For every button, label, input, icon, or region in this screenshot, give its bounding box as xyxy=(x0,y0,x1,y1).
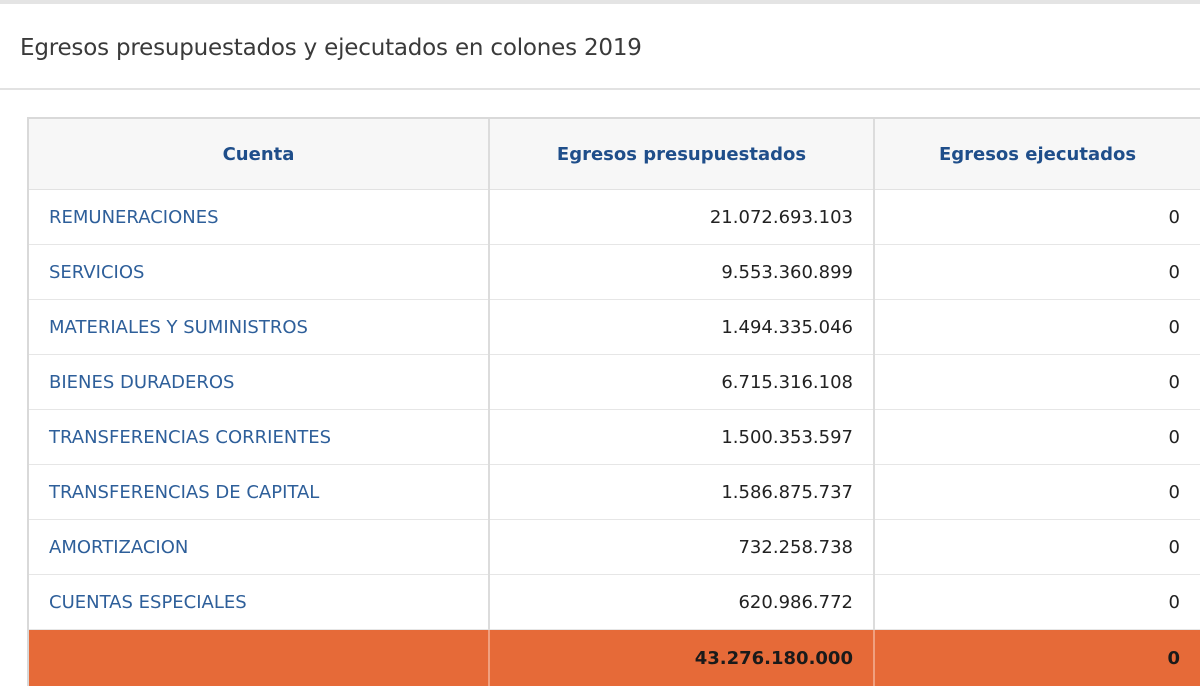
egresos-presupuestados-cell: 732.258.738 xyxy=(489,519,875,575)
table-row: BIENES DURADEROS 6.715.316.108 0 xyxy=(29,354,1200,410)
table-row: TRANSFERENCIAS DE CAPITAL 1.586.875.737 … xyxy=(29,464,1200,520)
total-presupuestados-cell: 43.276.180.000 xyxy=(489,629,875,686)
cuenta-link[interactable]: REMUNERACIONES xyxy=(29,189,490,245)
table-row: SERVICIOS 9.553.360.899 0 xyxy=(29,244,1200,300)
cuenta-link[interactable]: BIENES DURADEROS xyxy=(29,354,490,410)
egresos-ejecutados-cell: 0 xyxy=(874,464,1200,520)
cuenta-link[interactable]: SERVICIOS xyxy=(29,244,490,300)
egresos-presupuestados-cell: 1.500.353.597 xyxy=(489,409,875,465)
cuenta-link[interactable]: MATERIALES Y SUMINISTROS xyxy=(29,299,490,355)
table-header-row: Cuenta Egresos presupuestados Egresos ej… xyxy=(29,119,1200,190)
egresos-presupuestados-cell: 1.494.335.046 xyxy=(489,299,875,355)
panel-title: Egresos presupuestados y ejecutados en c… xyxy=(20,35,642,61)
column-header-egresos-presupuestados[interactable]: Egresos presupuestados xyxy=(489,119,875,190)
egresos-ejecutados-cell: 0 xyxy=(874,409,1200,465)
cuenta-link[interactable]: AMORTIZACION xyxy=(29,519,490,575)
table-row: TRANSFERENCIAS CORRIENTES 1.500.353.597 … xyxy=(29,409,1200,465)
egresos-presupuestados-cell: 1.586.875.737 xyxy=(489,464,875,520)
total-ejecutados-cell: 0 xyxy=(874,629,1200,686)
egresos-presupuestados-cell: 21.072.693.103 xyxy=(489,189,875,245)
egresos-presupuestados-cell: 620.986.772 xyxy=(489,574,875,630)
cuenta-link[interactable]: CUENTAS ESPECIALES xyxy=(29,574,490,630)
egresos-presupuestados-cell: 9.553.360.899 xyxy=(489,244,875,300)
egresos-presupuestados-cell: 6.715.316.108 xyxy=(489,354,875,410)
table-row: CUENTAS ESPECIALES 620.986.772 0 xyxy=(29,574,1200,630)
egresos-ejecutados-cell: 0 xyxy=(874,189,1200,245)
cuenta-link[interactable]: TRANSFERENCIAS DE CAPITAL xyxy=(29,464,490,520)
egresos-ejecutados-cell: 0 xyxy=(874,244,1200,300)
cuenta-link[interactable]: TRANSFERENCIAS CORRIENTES xyxy=(29,409,490,465)
egresos-ejecutados-cell: 0 xyxy=(874,354,1200,410)
column-header-cuenta[interactable]: Cuenta xyxy=(29,119,490,190)
table-row: REMUNERACIONES 21.072.693.103 0 xyxy=(29,189,1200,245)
panel-header: Egresos presupuestados y ejecutados en c… xyxy=(0,8,1200,90)
egresos-ejecutados-cell: 0 xyxy=(874,574,1200,630)
column-header-egresos-ejecutados[interactable]: Egresos ejecutados xyxy=(874,119,1200,190)
egresos-ejecutados-cell: 0 xyxy=(874,519,1200,575)
table-row: MATERIALES Y SUMINISTROS 1.494.335.046 0 xyxy=(29,299,1200,355)
total-row: 43.276.180.000 0 xyxy=(29,629,1200,686)
total-label-cell xyxy=(29,629,490,686)
budget-table: Cuenta Egresos presupuestados Egresos ej… xyxy=(29,119,1200,686)
egresos-ejecutados-cell: 0 xyxy=(874,299,1200,355)
table-row: AMORTIZACION 732.258.738 0 xyxy=(29,519,1200,575)
budget-table-container: Cuenta Egresos presupuestados Egresos ej… xyxy=(27,117,1200,686)
